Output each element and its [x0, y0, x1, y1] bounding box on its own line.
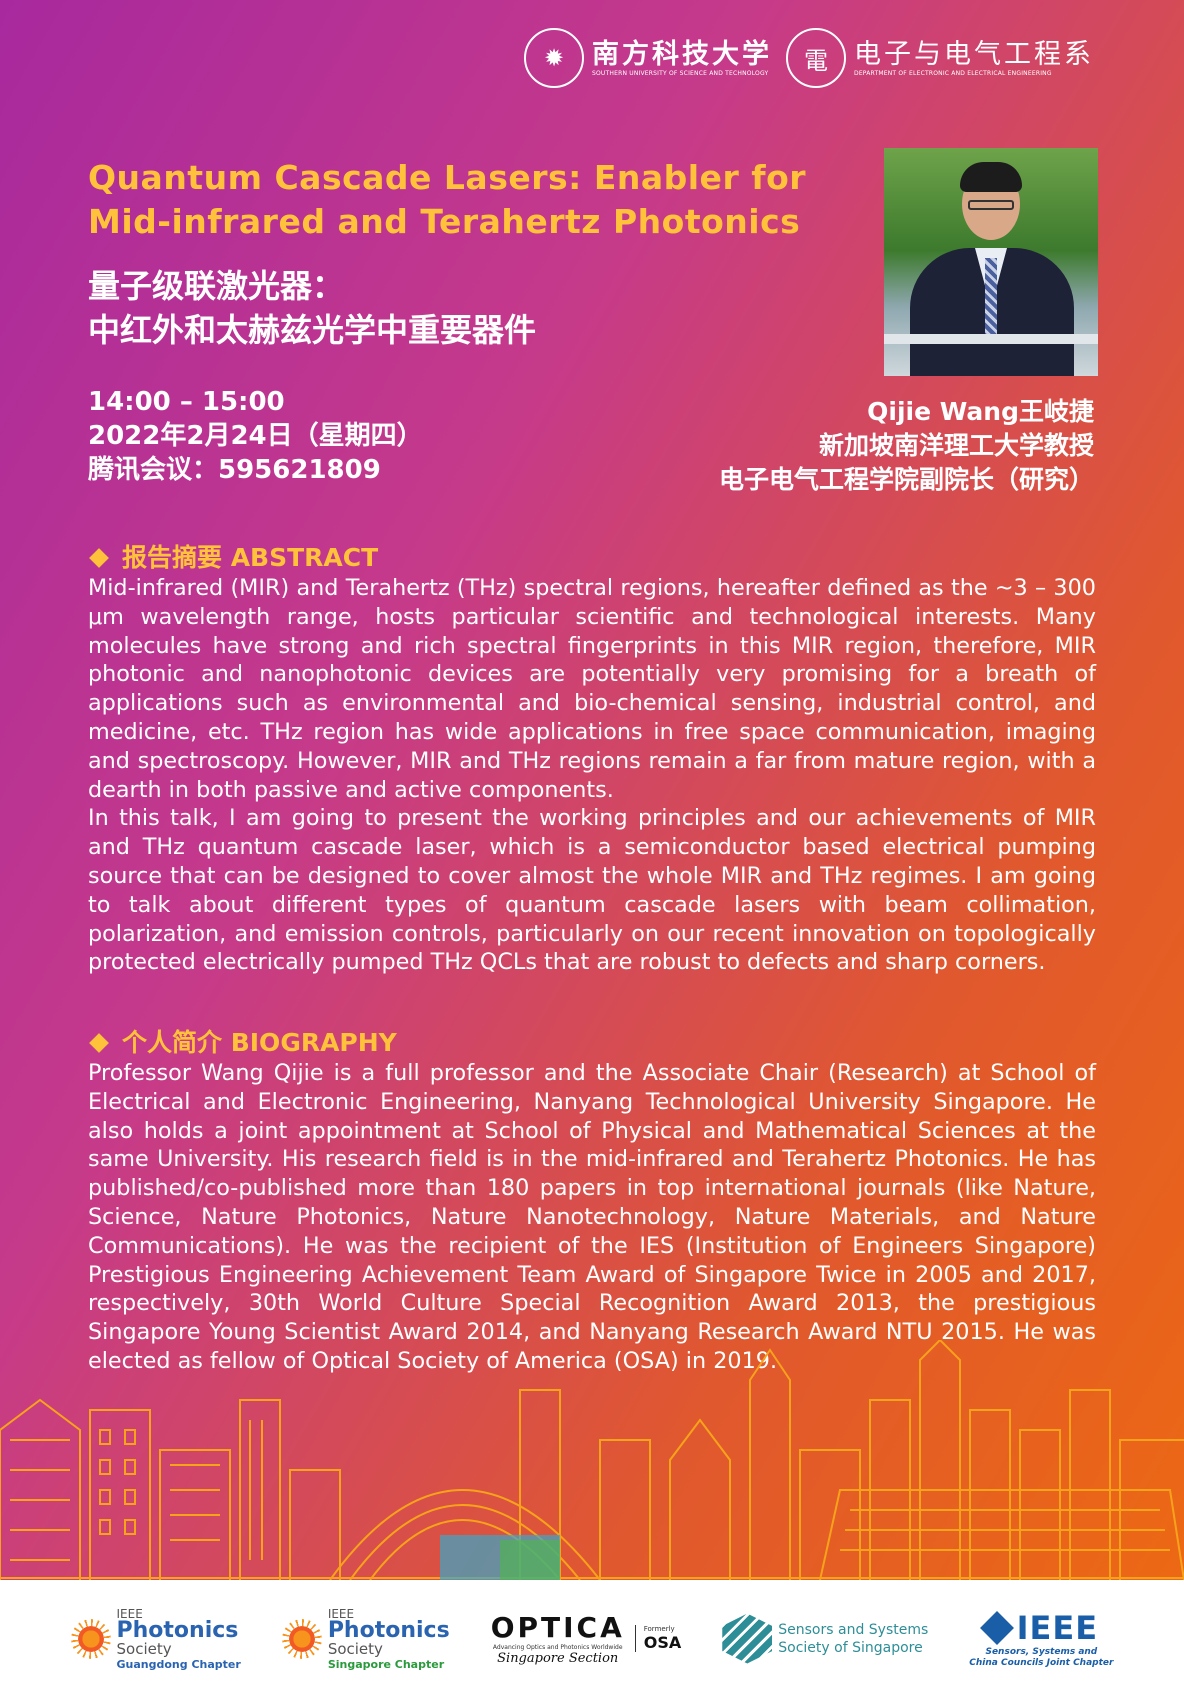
- photonics-sun-icon: [70, 1618, 111, 1659]
- ieee-cc-name: IEEE: [1016, 1608, 1099, 1647]
- biography-paragraph: Professor Wang Qijie is a full professor…: [88, 1060, 1096, 1374]
- ps2-society: Society: [327, 1639, 383, 1658]
- event-time: 14:00 – 15:00: [88, 387, 285, 417]
- speaker-name: Qijie Wang王岐捷: [867, 397, 1094, 426]
- osa-formerly: Formerly: [643, 1625, 675, 1633]
- sponsor-footer: IEEE Photonics Society Guangdong Chapter…: [0, 1580, 1184, 1697]
- sustech-name-en: SOUTHERN UNIVERSITY OF SCIENCE AND TECHN…: [592, 69, 769, 77]
- sustech-name-cn: 南方科技大学: [592, 38, 772, 70]
- ieee-china-councils-logo: IEEE Sensors, Systems and China Councils…: [969, 1609, 1113, 1669]
- title-en-line2: Mid-infrared and Terahertz Photonics: [88, 202, 801, 241]
- header-logos: ✹ 南方科技大学 SOUTHERN UNIVERSITY OF SCIENCE …: [524, 28, 1094, 88]
- abstract-section: 报告摘要 ABSTRACT Mid-infrared (MIR) and Ter…: [88, 542, 1096, 977]
- title-chinese: 量子级联激光器： 中红外和太赫兹光学中重要器件: [88, 264, 788, 352]
- photonics-sun-icon: [281, 1618, 322, 1659]
- ps2-photonics: Photonics: [327, 1617, 450, 1643]
- biography-heading-text: 个人简介 BIOGRAPHY: [122, 1028, 397, 1057]
- abstract-paragraph-1: Mid-infrared (MIR) and Terahertz (THz) s…: [88, 575, 1096, 803]
- ieee-cc-line2: China Councils Joint Chapter: [969, 1657, 1114, 1668]
- dept-logo: 電 电子与电气工程系 DEPARTMENT OF ELECTRONIC AND …: [786, 28, 1094, 88]
- speaker-info: Qijie Wang王岐捷 新加坡南洋理工大学教授 电子电气工程学院副院长（研究…: [719, 395, 1094, 497]
- title-english: Quantum Cascade Lasers: Enabler for Mid-…: [88, 156, 868, 244]
- optica-tagline: Advancing Optics and Photonics Worldwide: [492, 1644, 623, 1651]
- abstract-heading: 报告摘要 ABSTRACT: [88, 542, 1096, 574]
- ps2-chapter: Singapore Chapter: [327, 1657, 445, 1671]
- diamond-bullet-icon: [89, 548, 109, 568]
- optica-name: OPTICA: [490, 1611, 625, 1644]
- title-cn-line1: 量子级联激光器：: [88, 267, 345, 305]
- ps1-society: Society: [116, 1639, 172, 1658]
- sustech-logo: ✹ 南方科技大学 SOUTHERN UNIVERSITY OF SCIENCE …: [524, 28, 772, 88]
- abstract-paragraph-2: In this talk, I am going to present the …: [88, 805, 1096, 976]
- diamond-bullet-icon: [89, 1033, 109, 1053]
- biography-heading: 个人简介 BIOGRAPHY: [88, 1027, 1096, 1059]
- sss-logo: Sensors and Systems Society of Singapore: [722, 1613, 929, 1664]
- sustech-emblem-icon: ✹: [524, 28, 584, 88]
- ps1-ieee: IEEE: [116, 1606, 143, 1621]
- ps1-photonics: Photonics: [116, 1617, 239, 1643]
- speaker-title-2: 电子电气工程学院副院长（研究）: [718, 465, 1094, 494]
- dept-name-cn: 电子与电气工程系: [854, 38, 1094, 70]
- optica-logo: OPTICA Advancing Optics and Photonics Wo…: [491, 1611, 682, 1666]
- sss-line1: Sensors and Systems: [778, 1621, 929, 1638]
- event-meeting-id: 腾讯会议：595621809: [88, 455, 381, 485]
- ieee-diamond-icon: [979, 1610, 1014, 1645]
- dept-name-en: DEPARTMENT OF ELECTRONIC AND ELECTRICAL …: [854, 69, 1052, 77]
- abstract-heading-text: 报告摘要 ABSTRACT: [122, 543, 379, 572]
- ieee-photonics-singapore-logo: IEEE Photonics Society Singapore Chapter: [281, 1606, 450, 1671]
- osa-name: OSA: [643, 1633, 682, 1652]
- sss-hexagon-icon: [722, 1613, 773, 1664]
- event-date: 2022年2月24日（星期四）: [88, 421, 423, 451]
- dept-emblem-icon: 電: [786, 28, 846, 88]
- ps2-ieee: IEEE: [327, 1606, 355, 1621]
- sss-line2: Society of Singapore: [778, 1639, 923, 1656]
- biography-section: 个人简介 BIOGRAPHY Professor Wang Qijie is a…: [88, 1027, 1096, 1376]
- city-skyline-illustration: [0, 1340, 1184, 1580]
- title-cn-line2: 中红外和太赫兹光学中重要器件: [88, 311, 537, 349]
- event-info: 14:00 – 15:00 2022年2月24日（星期四） 腾讯会议：59562…: [88, 385, 423, 487]
- optica-section: Singapore Section: [497, 1651, 619, 1666]
- speaker-photo: [884, 148, 1098, 376]
- speaker-title-1: 新加坡南洋理工大学教授: [818, 431, 1094, 460]
- ieee-cc-line1: Sensors, Systems and: [985, 1646, 1098, 1657]
- ps1-chapter: Guangdong Chapter: [116, 1657, 241, 1671]
- title-en-line1: Quantum Cascade Lasers: Enabler for: [88, 158, 807, 197]
- ieee-photonics-guangdong-logo: IEEE Photonics Society Guangdong Chapter: [70, 1606, 241, 1671]
